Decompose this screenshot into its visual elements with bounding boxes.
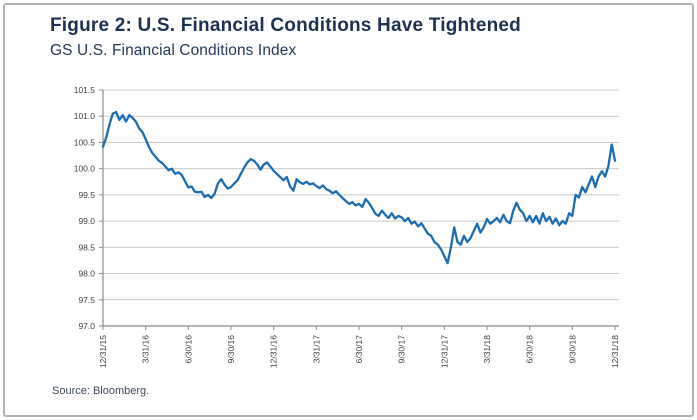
svg-text:3/31/17: 3/31/17 <box>311 335 321 364</box>
svg-text:98.5: 98.5 <box>78 242 95 252</box>
svg-text:97.0: 97.0 <box>78 321 95 331</box>
svg-text:12/31/17: 12/31/17 <box>439 335 449 368</box>
svg-text:6/30/17: 6/30/17 <box>354 335 364 364</box>
svg-text:12/31/16: 12/31/16 <box>269 335 279 368</box>
svg-text:9/30/18: 9/30/18 <box>567 335 577 364</box>
svg-text:9/30/16: 9/30/16 <box>226 335 236 364</box>
figure-subtitle: GS U.S. Financial Conditions Index <box>50 42 297 59</box>
svg-text:98.0: 98.0 <box>78 269 95 279</box>
figure-border-frame <box>3 3 694 417</box>
svg-text:3/31/18: 3/31/18 <box>482 335 492 364</box>
svg-text:12/31/15: 12/31/15 <box>98 335 108 368</box>
svg-text:101.0: 101.0 <box>74 111 96 121</box>
svg-text:101.5: 101.5 <box>74 85 96 95</box>
source-note: Source: Bloomberg. <box>52 385 150 397</box>
svg-text:6/30/18: 6/30/18 <box>525 335 535 364</box>
svg-text:99.5: 99.5 <box>78 190 95 200</box>
svg-text:100.5: 100.5 <box>74 137 96 147</box>
svg-text:100.0: 100.0 <box>74 164 96 174</box>
svg-text:9/30/17: 9/30/17 <box>397 335 407 364</box>
svg-text:12/31/18: 12/31/18 <box>610 335 620 368</box>
fci-line-chart: 101.5 101.0 100.5 100.0 99.5 99.0 98.5 98.0 97.5… <box>74 85 620 368</box>
svg-text:6/30/16: 6/30/16 <box>183 335 193 364</box>
svg-text:3/31/16: 3/31/16 <box>141 335 151 364</box>
svg-text:99.0: 99.0 <box>78 216 95 226</box>
figure-title: Figure 2: U.S. Financial Conditions Have… <box>50 15 521 36</box>
svg-text:97.5: 97.5 <box>78 295 95 305</box>
